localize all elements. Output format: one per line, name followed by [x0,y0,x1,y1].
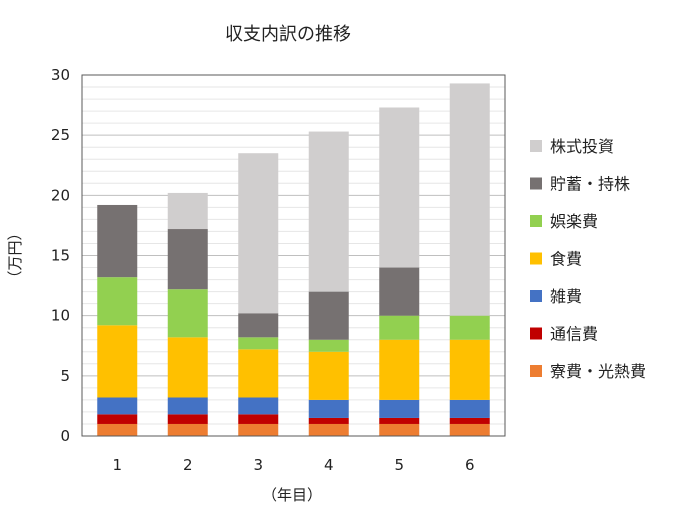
bar-segment-1-1 [97,423,138,436]
bar-segment-4-1 [97,325,138,398]
x-tick-label: 2 [183,456,193,474]
bar-segment-6-4 [308,291,349,340]
y-tick-label: 25 [51,126,70,144]
legend-swatch [530,327,542,340]
legend-swatch [530,140,542,152]
x-tick-label: 3 [253,456,263,474]
bar-segment-3-3 [238,397,279,415]
bar-segment-4-5 [379,339,420,400]
y-tick-label: 30 [51,66,70,84]
y-tick-label: 0 [60,427,70,445]
bars [97,83,490,436]
bar-segment-5-2 [167,289,208,338]
bar-segment-2-2 [167,414,208,424]
bar-segment-5-1 [97,277,138,326]
bar-segment-3-4 [308,399,349,418]
bar-segment-4-4 [308,351,349,400]
bar-segment-1-6 [449,423,490,436]
bar-segment-7-4 [308,131,349,292]
legend-label: 娯楽費 [550,212,598,231]
bar-segment-4-2 [167,337,208,398]
bar-segment-4-3 [238,349,279,398]
bar-segment-2-1 [97,414,138,424]
bar-segment-6-3 [238,313,279,338]
y-tick-label: 5 [60,367,70,385]
x-tick-label: 6 [465,456,475,474]
bar-segment-7-3 [238,153,279,314]
bar-segment-6-2 [167,229,208,290]
bar-segment-2-3 [238,414,279,424]
x-tick-label: 4 [324,456,334,474]
legend-swatch [530,365,542,377]
bar-segment-1-2 [167,423,208,436]
legend-swatch [530,290,542,302]
bar-segment-6-5 [379,267,420,316]
y-tick-label: 15 [51,247,70,265]
legend-label: 株式投資 [550,137,614,156]
bar-segment-5-6 [449,315,490,340]
bar-segment-1-5 [379,423,420,436]
plot-area-border [81,74,506,437]
y-tick-label: 10 [51,307,70,325]
bar-segment-3-1 [97,397,138,415]
chart-title: 収支内訳の推移 [225,24,351,45]
bar-segment-7-2 [167,192,208,230]
y-axis-ticks: 0 5 10 15 20 25 30 [51,66,70,445]
bar-segment-3-5 [379,399,420,418]
bar-segment-6-1 [97,204,138,278]
bar-segment-2-6 [449,417,490,424]
legend-label: 雑費 [550,287,582,306]
legend-label: 食費 [550,250,582,269]
y-axis-label: （万円） [6,225,24,285]
legend-label: 貯蓄・持株 [550,175,630,194]
legend-label: 通信費 [550,325,598,344]
x-axis-label: （年目） [262,486,322,504]
bar-segment-3-2 [167,397,208,415]
bar-segment-5-4 [308,339,349,352]
bar-segment-1-3 [238,423,279,436]
legend-swatch [530,252,542,265]
x-tick-label: 1 [112,456,122,474]
bar-segment-5-5 [379,315,420,340]
legend-label: 寮費・光熱費 [550,362,646,381]
bar-segment-7-5 [379,107,420,268]
bar-segment-5-3 [238,337,279,350]
bar-segment-1-4 [308,423,349,436]
bar-segment-2-4 [308,417,349,424]
gridlines [82,86,505,425]
x-axis-ticks: 1 2 3 4 5 6 [112,456,474,474]
bar-segment-4-6 [449,339,490,400]
bar-segment-3-6 [449,399,490,418]
x-tick-label: 5 [394,456,404,474]
legend-swatch [530,215,542,227]
bar-segment-7-6 [449,83,490,316]
y-tick-label: 20 [51,186,70,204]
bar-segment-2-5 [379,417,420,424]
legend-swatch [530,177,542,190]
